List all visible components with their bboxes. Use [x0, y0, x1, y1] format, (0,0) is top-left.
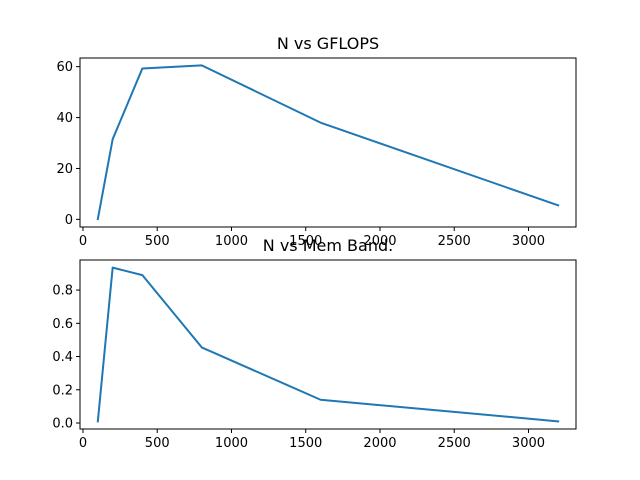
x-tick-label-gflops-2: 1000 [215, 234, 248, 249]
x-tick-label-mem-band-6: 3000 [512, 436, 545, 451]
x-tick-label-gflops-4: 2000 [363, 234, 396, 249]
chart-title-mem-band: N vs Mem Band. [263, 236, 393, 255]
x-tick-label-gflops-1: 500 [145, 234, 170, 249]
subplot-mem-band: 0 500 1000 1500 2000 2500 30000.00.20.40.60.8 … [52, 236, 577, 451]
y-tick-label-mem-band-4: 0.8 [52, 284, 73, 299]
x-tick-label-mem-band-1: 500 [145, 436, 170, 451]
y-tick-label-mem-band-2: 0.4 [52, 350, 73, 365]
x-tick-label-gflops-3: 1500 [289, 234, 322, 249]
chart-title-gflops: N vs GFLOPS [277, 34, 379, 53]
series-line-mem-band [96, 266, 560, 423]
ticks-gflops: 0 500 1000 1500 2000 2500 3000 0 20 40 60 [56, 60, 545, 249]
x-tick-label-gflops-5: 2500 [438, 234, 471, 249]
x-tick-label-gflops-0: 0 [79, 234, 87, 249]
y-tick-label-mem-band-0: 0.0 [52, 417, 73, 432]
y-tick-label-gflops-1: 20 [56, 162, 73, 177]
y-tick-label-mem-band-3: 0.6 [52, 317, 73, 332]
x-tick-label-gflops-6: 3000 [512, 234, 545, 249]
x-tick-label-mem-band-2: 1000 [215, 436, 248, 451]
axes-frame-mem-band [79, 259, 577, 430]
ticks-mem-band: 0 500 1000 1500 2000 2500 3000 0.0 0.2 0.4 0.6 0.8 [52, 284, 545, 451]
x-tick-label-mem-band-3: 1500 [289, 436, 322, 451]
subplot-gflops: 0 500 1000 1500 2000 2500 3000 0 20 40 60 N vs GFL… [56, 34, 577, 249]
x-tick-label-mem-band-4: 2000 [363, 436, 396, 451]
y-tick-label-mem-band-1: 0.2 [52, 383, 73, 398]
x-tick-label-mem-band-0: 0 [79, 436, 87, 451]
y-tick-label-gflops-2: 40 [56, 111, 73, 126]
axes-frame-gflops [79, 57, 577, 228]
x-tick-label-mem-band-5: 2500 [438, 436, 471, 451]
y-tick-label-gflops-3: 60 [56, 60, 73, 75]
series-line-gflops [96, 64, 560, 221]
y-tick-label-gflops-0: 0 [65, 213, 73, 228]
